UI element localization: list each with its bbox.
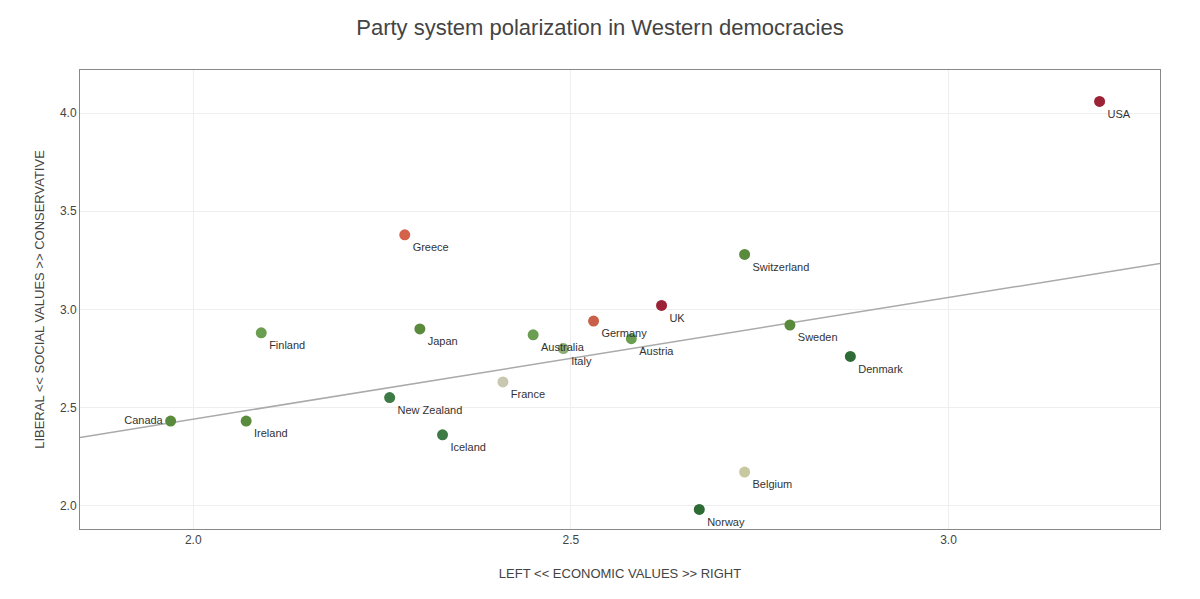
svg-text:Sweden: Sweden [798,331,838,343]
svg-text:Austria: Austria [639,345,674,357]
svg-text:4.0: 4.0 [60,106,77,120]
svg-text:Iceland: Iceland [450,441,485,453]
svg-text:3.0: 3.0 [940,533,957,547]
svg-text:Canada: Canada [124,414,163,426]
svg-text:2.0: 2.0 [60,499,77,513]
svg-text:USA: USA [1107,108,1130,120]
svg-text:UK: UK [669,312,685,324]
svg-text:2.5: 2.5 [563,533,580,547]
svg-text:New Zealand: New Zealand [398,404,463,416]
svg-text:Norway: Norway [707,516,745,528]
svg-text:2.0: 2.0 [185,533,202,547]
svg-text:LEFT << ECONOMIC VALUES >> RIG: LEFT << ECONOMIC VALUES >> RIGHT [499,566,741,581]
svg-text:Germany: Germany [601,327,647,339]
svg-text:Belgium: Belgium [752,478,792,490]
svg-text:Japan: Japan [428,335,458,347]
svg-text:Australia: Australia [541,341,585,353]
svg-text:Party system polarization in W: Party system polarization in Western dem… [356,15,843,40]
svg-text:3.0: 3.0 [60,303,77,317]
svg-text:3.5: 3.5 [60,204,77,218]
svg-text:Denmark: Denmark [858,363,903,375]
svg-text:Finland: Finland [269,339,305,351]
svg-text:France: France [511,388,545,400]
svg-text:Greece: Greece [413,241,449,253]
svg-text:2.5: 2.5 [60,401,77,415]
svg-text:LIBERAL << SOCIAL VALUES >> CO: LIBERAL << SOCIAL VALUES >> CONSERVATIVE [32,150,47,449]
svg-text:Ireland: Ireland [254,427,288,439]
svg-text:Italy: Italy [571,355,592,367]
svg-text:Switzerland: Switzerland [752,261,809,273]
